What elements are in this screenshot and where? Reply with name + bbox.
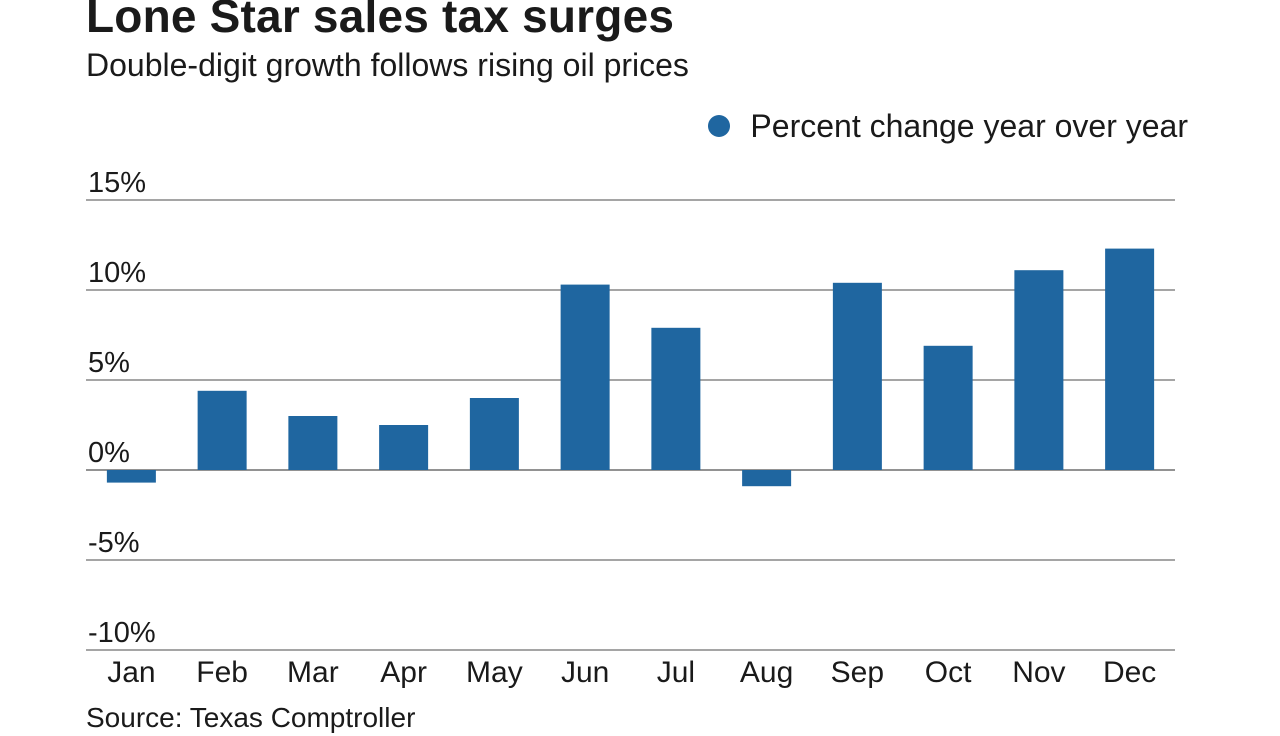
x-tick-label: Feb [196, 656, 248, 689]
bar-sep [832, 282, 882, 470]
x-tick-label: Jun [561, 656, 609, 689]
source-note: Source: Texas Comptroller [86, 702, 416, 733]
bar-mar [288, 416, 338, 470]
bar-feb [197, 390, 247, 470]
bar-oct [923, 345, 973, 470]
chart-subtitle: Double-digit growth follows rising oil p… [86, 47, 689, 83]
y-tick-label: -10% [88, 617, 156, 649]
legend: Percent change year over year [708, 106, 1188, 146]
y-tick-label: 5% [88, 347, 130, 379]
x-tick-label: Mar [287, 656, 339, 689]
bar-chart: 15% 10% 5% 0% -5% -10% Jan Feb Mar Apr May Jun Jul Au… [86, 167, 1175, 689]
legend-label: Percent change year over year [750, 108, 1188, 144]
x-tick-label: Nov [1012, 656, 1065, 689]
bar-dec [1105, 248, 1155, 470]
chart-title: Lone Star sales tax surges [86, 0, 675, 42]
x-tick-label: Dec [1103, 656, 1156, 689]
bar-nov [1014, 270, 1064, 470]
bar-jun [560, 284, 610, 470]
y-tick-label: 0% [88, 437, 130, 469]
x-tick-label: Apr [380, 656, 427, 689]
y-tick-label: 10% [88, 257, 146, 289]
x-tick-label: May [466, 656, 523, 689]
legend-dot-icon [708, 115, 731, 137]
x-tick-label: Sep [831, 656, 884, 689]
bar-jul [651, 327, 701, 470]
y-tick-label: 15% [88, 167, 146, 199]
x-tick-label: Oct [925, 656, 972, 689]
bar-apr [379, 425, 429, 470]
x-tick-label: Aug [740, 656, 793, 689]
x-tick-label: Jul [657, 656, 695, 689]
bar-jan [106, 470, 156, 483]
bar-aug [742, 470, 792, 487]
bar-may [469, 398, 519, 470]
x-tick-label: Jan [107, 656, 155, 689]
y-tick-label: -5% [88, 527, 140, 559]
